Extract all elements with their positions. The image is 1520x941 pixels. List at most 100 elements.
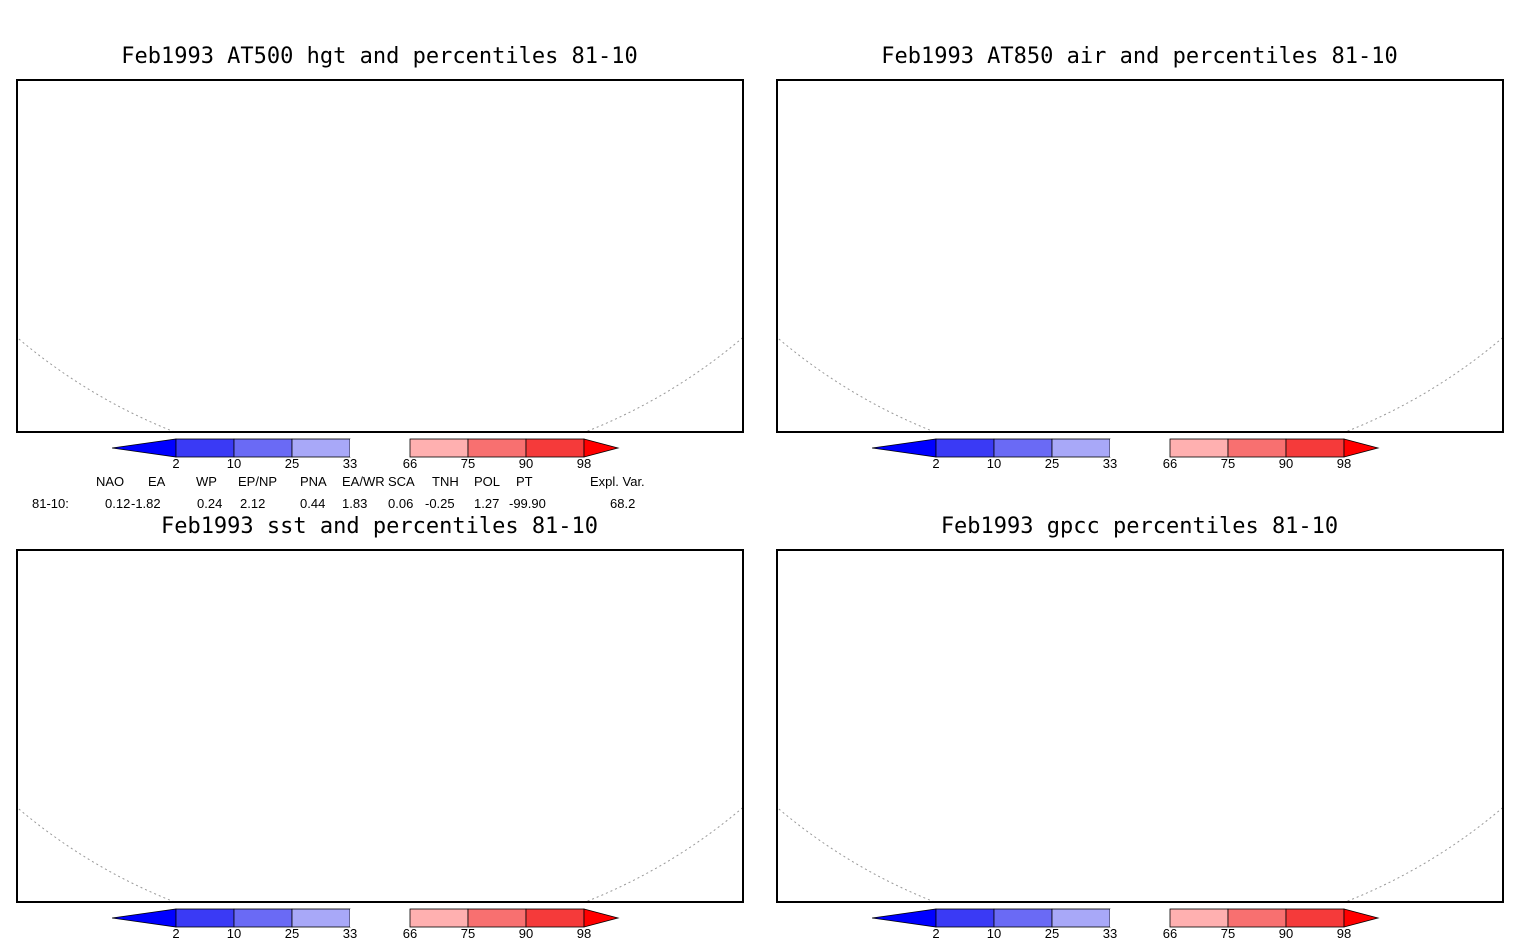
colorbar-tick-label: 25 xyxy=(1044,926,1060,941)
colorbar-tick-label: 2 xyxy=(932,456,940,471)
index-value: 0.24 xyxy=(197,496,223,511)
colorbar-tick-label: 33 xyxy=(342,926,358,941)
colorbar-tick-label: 75 xyxy=(460,926,476,941)
hemisphere-edge xyxy=(18,81,742,431)
colorbar-tick-label: 66 xyxy=(1162,456,1178,471)
colorbar-sst xyxy=(112,908,620,928)
colorbar-tick-label: 75 xyxy=(460,456,476,471)
colorbar-swatch xyxy=(935,438,995,458)
colorbar-arrow-high xyxy=(1343,908,1380,928)
colorbar-tick-label: 10 xyxy=(986,926,1002,941)
colorbar-tick-label: 25 xyxy=(284,456,300,471)
index-value: 0.06 xyxy=(388,496,414,511)
colorbar-swatch xyxy=(1285,438,1345,458)
hemisphere-edge xyxy=(18,551,742,901)
colorbar-swatch xyxy=(291,908,351,928)
colorbar-gap xyxy=(350,909,410,927)
map-air850: -26-24-28-26-28-24-20-14-12-10-8-6-4-202… xyxy=(776,79,1504,433)
colorbar-gpcc xyxy=(872,908,1380,928)
colorbar-swatch xyxy=(993,908,1053,928)
colorbar-swatch xyxy=(233,908,293,928)
hemisphere-edge xyxy=(778,81,1502,431)
index-value: 68.2 xyxy=(610,496,636,511)
panel-title-sst: Feb1993 sst and percentiles 81-10 xyxy=(160,514,599,539)
colorbar-swatch xyxy=(467,908,527,928)
colorbar-gap xyxy=(350,439,410,457)
colorbar-swatch xyxy=(1169,908,1229,928)
colorbar-tick-label: 90 xyxy=(1278,456,1294,471)
index-name: Expl. Var. xyxy=(590,474,645,489)
colorbar-tick-label: 2 xyxy=(172,456,180,471)
colorbar-arrow-low xyxy=(872,438,937,458)
colorbar-tick-label: 98 xyxy=(1336,926,1352,941)
map-hgt500-svg: 5040512052005280536054405520560056805360… xyxy=(18,81,742,431)
colorbar-tick-label: 33 xyxy=(342,456,358,471)
colorbar-tick-label: 33 xyxy=(1102,926,1118,941)
colorbar-tick-label: 66 xyxy=(402,926,418,941)
colorbar-swatch xyxy=(291,438,351,458)
index-value: 2.12 xyxy=(240,496,266,511)
colorbar-tick-label: 33 xyxy=(1102,456,1118,471)
colorbar-tick-label: 98 xyxy=(1336,456,1352,471)
index-value: -1.82 xyxy=(131,496,161,511)
colorbar-swatch xyxy=(1227,438,1287,458)
index-name: PT xyxy=(516,474,533,489)
index-row-label: 81-10: xyxy=(32,496,69,511)
panel-title-gpcc: Feb1993 gpcc percentiles 81-10 xyxy=(940,514,1339,539)
panel-title-hgt500: Feb1993 AT500 hgt and percentiles 81-10 xyxy=(121,44,638,69)
colorbar-tick-label: 10 xyxy=(226,456,242,471)
index-value: 0.44 xyxy=(300,496,326,511)
map-air850-svg: -26-24-28-26-28-24-20-14-12-10-8-6-4-202… xyxy=(778,81,1502,431)
index-name: WP xyxy=(196,474,217,489)
colorbar-swatch xyxy=(525,908,585,928)
colorbar-tick-label: 66 xyxy=(1162,926,1178,941)
map-sst-svg: 282828200481216202428283041618 xyxy=(18,551,742,901)
index-name: EA/WR xyxy=(342,474,385,489)
colorbar-tick-label: 2 xyxy=(172,926,180,941)
colorbar-tick-label: 98 xyxy=(576,456,592,471)
colorbar-tick-label: 90 xyxy=(1278,926,1294,941)
colorbar-tick-label: 2 xyxy=(932,926,940,941)
index-value: 0.12 xyxy=(105,496,131,511)
colorbar-swatch xyxy=(935,908,995,928)
map-gpcc xyxy=(776,549,1504,903)
colorbar-tick-label: 90 xyxy=(518,456,534,471)
colorbar-swatch xyxy=(993,438,1053,458)
colorbar-air850 xyxy=(872,438,1380,458)
colorbar-swatch xyxy=(467,438,527,458)
colorbar-arrow-high xyxy=(583,908,620,928)
index-name: POL xyxy=(474,474,501,489)
colorbar-swatch xyxy=(1169,438,1229,458)
colorbar-gap xyxy=(1110,909,1170,927)
colorbar-swatch xyxy=(233,438,293,458)
colorbar-arrow-low xyxy=(872,908,937,928)
colorbar-tick-label: 10 xyxy=(226,926,242,941)
index-name: SCA xyxy=(388,474,415,489)
index-value: -0.25 xyxy=(425,496,455,511)
index-name: EP/NP xyxy=(238,474,278,489)
colorbar-arrow-high xyxy=(1343,438,1380,458)
index-name: EA xyxy=(148,474,166,489)
map-gpcc-svg xyxy=(778,551,1502,901)
colorbar-swatch xyxy=(1051,438,1111,458)
colorbar-tick-label: 98 xyxy=(576,926,592,941)
colorbar-swatch xyxy=(409,438,469,458)
colorbar-arrow-low xyxy=(112,908,177,928)
colorbar-swatch xyxy=(409,908,469,928)
colorbar-tick-label: 25 xyxy=(284,926,300,941)
colorbar-swatch xyxy=(1227,908,1287,928)
colorbar-tick-label: 75 xyxy=(1220,456,1236,471)
index-value: 1.83 xyxy=(342,496,368,511)
colorbar-tick-label: 66 xyxy=(402,456,418,471)
colorbar-swatch xyxy=(175,438,235,458)
index-value: 1.27 xyxy=(474,496,500,511)
map-hgt500: 5040512052005280536054405520560056805360… xyxy=(16,79,744,433)
index-name: NAO xyxy=(96,474,125,489)
hemisphere-edge xyxy=(778,551,1502,901)
colorbar-tick-label: 75 xyxy=(1220,926,1236,941)
colorbar-swatch xyxy=(1051,908,1111,928)
colorbar-swatch xyxy=(1285,908,1345,928)
index-value: -99.90 xyxy=(509,496,546,511)
colorbar-hgt500 xyxy=(112,438,620,458)
colorbar-tick-label: 10 xyxy=(986,456,1002,471)
